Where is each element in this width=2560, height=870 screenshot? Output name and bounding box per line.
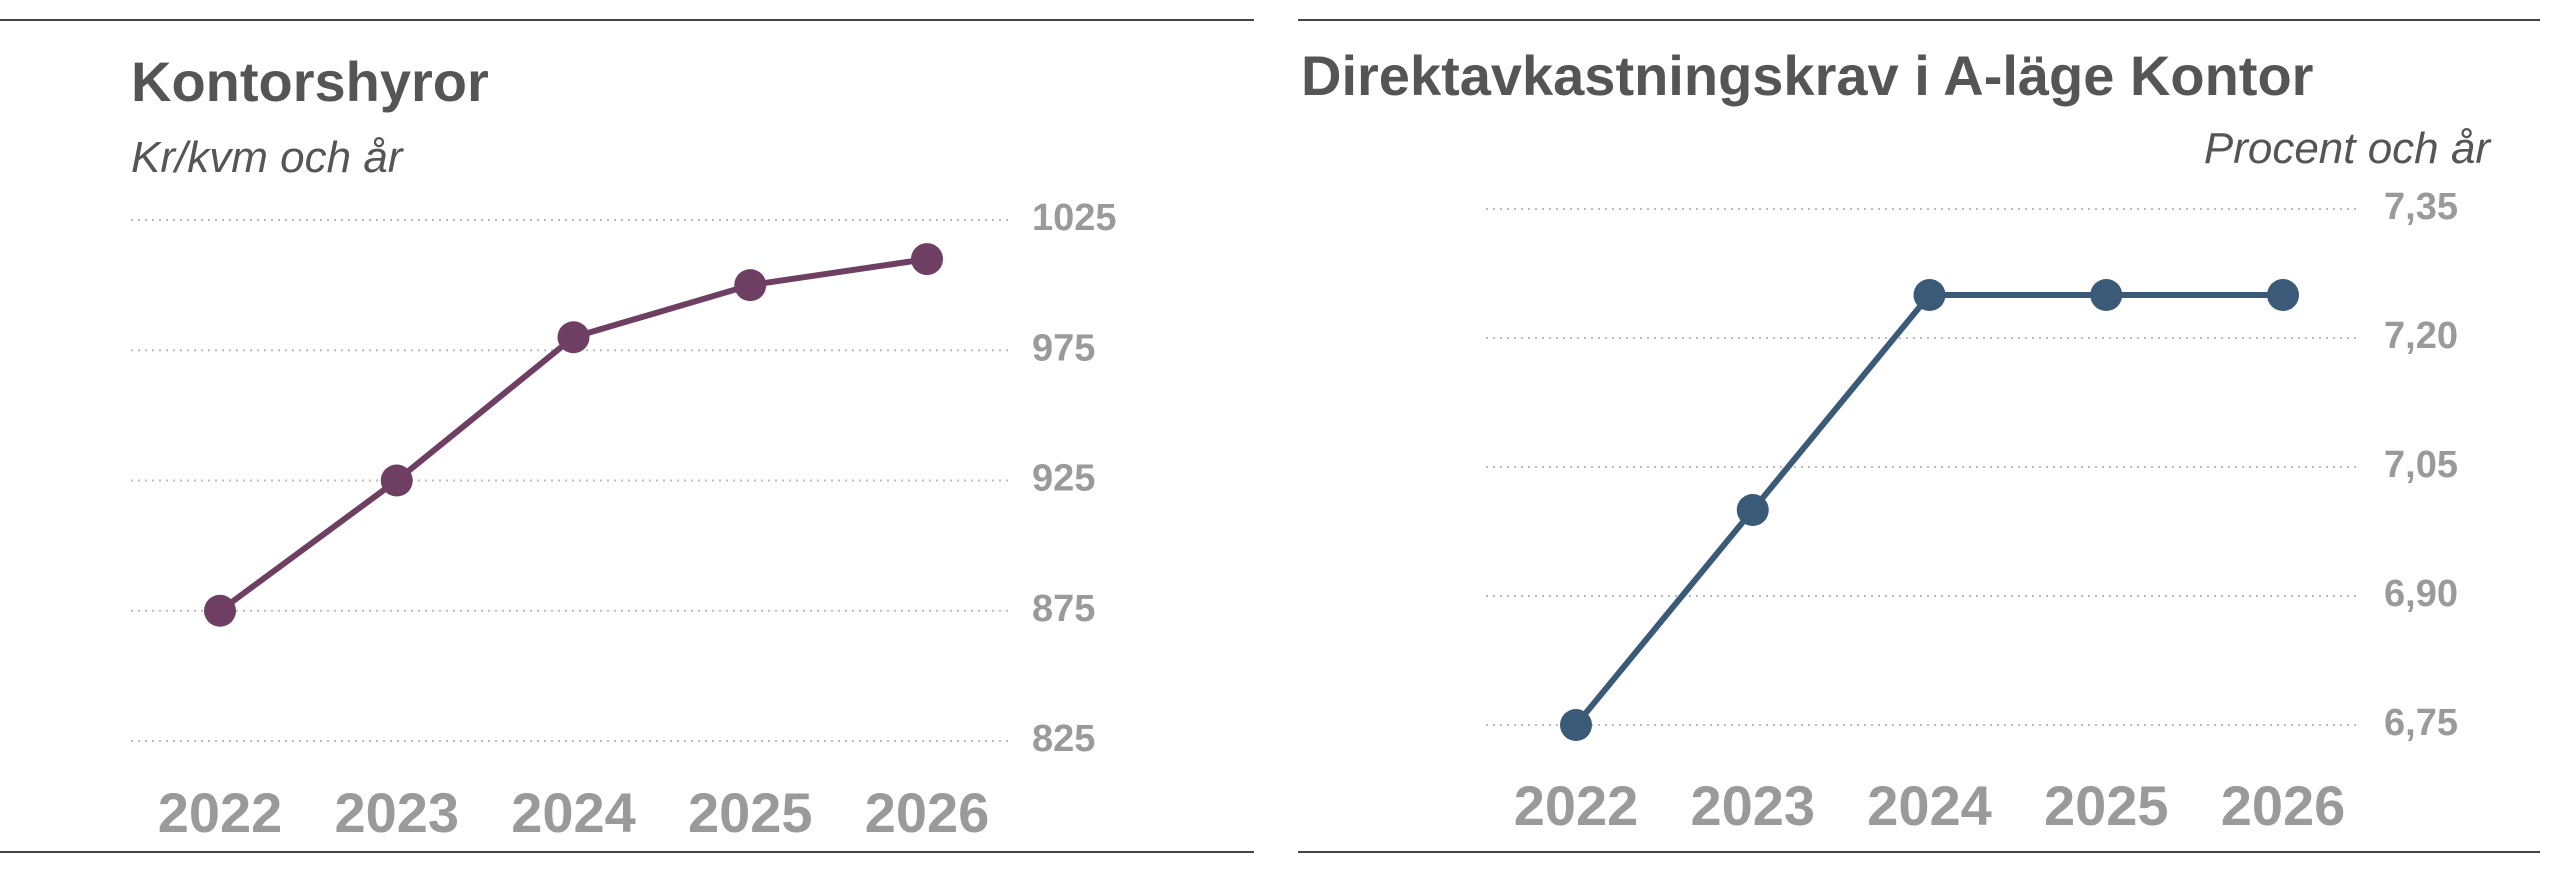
point xyxy=(1913,279,1946,311)
y-tick-label: 6,75 xyxy=(2384,702,2458,744)
x-tick-label: 2022 xyxy=(158,781,283,844)
point xyxy=(204,594,236,627)
x-tick-label: 2026 xyxy=(2221,774,2346,837)
x-tick-label: 2024 xyxy=(511,781,636,844)
chart-title: Kontorshyror xyxy=(131,50,489,113)
chart-subtitle: Procent och år xyxy=(2204,124,2492,173)
x-tick-label: 2022 xyxy=(1514,774,1639,837)
y-tick-label: 1025 xyxy=(1032,197,1117,239)
y-tick-label: 875 xyxy=(1032,588,1095,630)
y-tick-label: 7,35 xyxy=(2384,186,2458,228)
line xyxy=(218,256,928,614)
point xyxy=(2090,279,2123,311)
y-tick-label: 6,90 xyxy=(2384,573,2458,615)
chart-title: Direktavkastningskrav i A-läge Kontor xyxy=(1301,44,2313,107)
x-tick-label: 2023 xyxy=(1690,774,1815,837)
chart-subtitle: Kr/kvm och år xyxy=(131,133,405,182)
y-tick-label: 7,05 xyxy=(2384,444,2458,486)
y-tick-label: 7,20 xyxy=(2384,315,2458,357)
x-tick-label: 2026 xyxy=(865,781,990,844)
line xyxy=(1573,292,2283,727)
y-tick-label: 825 xyxy=(1032,718,1095,760)
point xyxy=(1560,709,1592,741)
x-tick-label: 2025 xyxy=(2044,774,2169,837)
point xyxy=(911,243,943,276)
y-tick-label: 975 xyxy=(1032,327,1095,369)
x-tick-label: 2024 xyxy=(1867,774,1992,837)
point xyxy=(557,321,590,354)
point xyxy=(734,269,767,302)
x-tick-label: 2025 xyxy=(688,781,813,844)
point xyxy=(1736,494,1769,526)
x-tick-label: 2023 xyxy=(334,781,459,844)
point xyxy=(380,464,413,497)
point xyxy=(2267,279,2299,311)
y-tick-label: 925 xyxy=(1032,458,1095,500)
